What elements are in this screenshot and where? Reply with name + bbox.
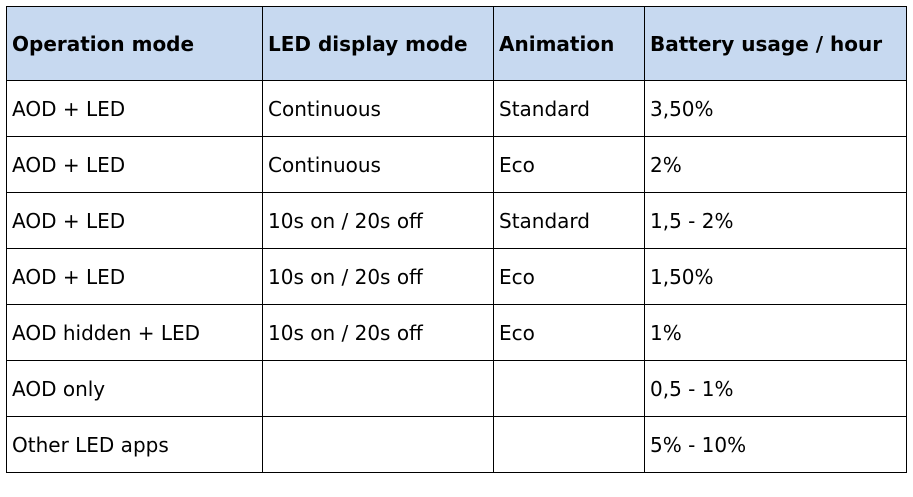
cell-led-display-mode [262,360,494,417]
cell-led-display-mode [262,416,494,473]
header-row: Operation mode LED display mode Animatio… [6,6,907,81]
table-row: AOD + LED 10s on / 20s off Eco 1,50% [6,248,907,305]
cell-animation: Eco [493,136,645,193]
cell-led-display-mode: Continuous [262,80,494,137]
cell-led-display-mode: 10s on / 20s off [262,304,494,361]
header-animation: Animation [493,6,645,81]
table-row: AOD + LED 10s on / 20s off Standard 1,5 … [6,192,907,249]
cell-battery-usage: 5% - 10% [644,416,907,473]
header-led-display-mode: LED display mode [262,6,494,81]
cell-operation-mode: AOD + LED [6,192,263,249]
cell-led-display-mode: 10s on / 20s off [262,248,494,305]
cell-animation [493,416,645,473]
table-row: AOD hidden + LED 10s on / 20s off Eco 1% [6,304,907,361]
battery-usage-table: Operation mode LED display mode Animatio… [6,6,907,473]
cell-led-display-mode: 10s on / 20s off [262,192,494,249]
header-operation-mode: Operation mode [6,6,263,81]
cell-animation: Standard [493,80,645,137]
cell-led-display-mode: Continuous [262,136,494,193]
cell-operation-mode: AOD + LED [6,248,263,305]
cell-animation: Eco [493,304,645,361]
cell-operation-mode: AOD only [6,360,263,417]
cell-animation: Eco [493,248,645,305]
cell-battery-usage: 1,50% [644,248,907,305]
cell-animation: Standard [493,192,645,249]
cell-battery-usage: 1% [644,304,907,361]
table-row: AOD + LED Continuous Eco 2% [6,136,907,193]
cell-battery-usage: 3,50% [644,80,907,137]
cell-battery-usage: 2% [644,136,907,193]
cell-animation [493,360,645,417]
cell-operation-mode: AOD + LED [6,80,263,137]
cell-operation-mode: AOD + LED [6,136,263,193]
table-row: AOD + LED Continuous Standard 3,50% [6,80,907,137]
cell-operation-mode: AOD hidden + LED [6,304,263,361]
cell-battery-usage: 0,5 - 1% [644,360,907,417]
cell-battery-usage: 1,5 - 2% [644,192,907,249]
header-battery-usage: Battery usage / hour [644,6,907,81]
table-row: Other LED apps 5% - 10% [6,416,907,473]
table-row: AOD only 0,5 - 1% [6,360,907,417]
cell-operation-mode: Other LED apps [6,416,263,473]
